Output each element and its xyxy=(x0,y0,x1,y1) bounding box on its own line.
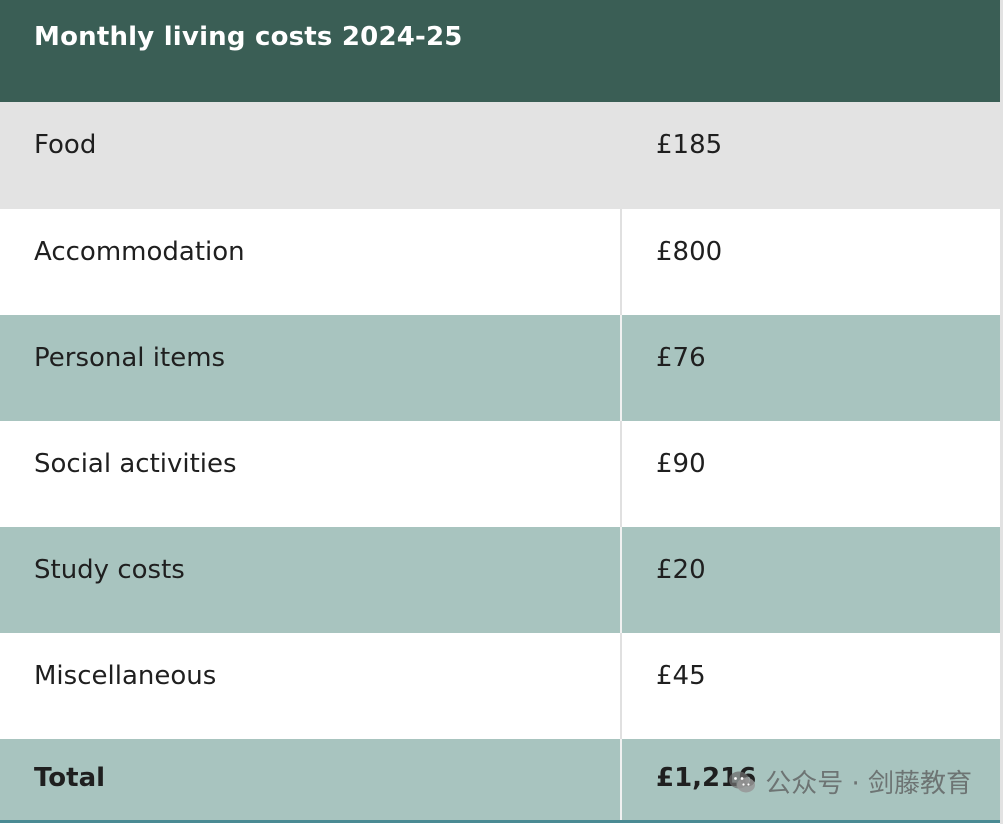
row-label: Study costs xyxy=(34,555,185,585)
watermark-text: 公众号 · 剑藤教育 xyxy=(765,769,972,799)
row-label: Social activities xyxy=(34,449,237,479)
total-row: Total £1,216 xyxy=(0,739,1000,823)
row-label: Food xyxy=(34,130,97,160)
table-row: Miscellaneous £45 xyxy=(0,633,1000,739)
table-row: Food £185 xyxy=(0,102,1000,209)
table-row: Personal items £76 xyxy=(0,315,1000,421)
row-value: £45 xyxy=(620,633,1000,739)
row-label: Accommodation xyxy=(34,237,245,267)
table-row: Accommodation £800 xyxy=(0,209,1000,315)
total-label: Total xyxy=(34,763,106,793)
table-title: Monthly living costs 2024-25 xyxy=(34,22,463,52)
table-header: Monthly living costs 2024-25 xyxy=(0,0,1000,102)
row-label: Personal items xyxy=(34,343,226,373)
wechat-icon xyxy=(729,771,756,792)
row-value: £90 xyxy=(620,421,1000,527)
row-value: £76 xyxy=(620,315,1000,421)
watermark: 公众号 · 剑藤教育 xyxy=(727,763,972,800)
table-row: Study costs £20 xyxy=(0,527,1000,633)
row-label: Miscellaneous xyxy=(34,661,217,691)
row-value: £185 xyxy=(656,130,723,160)
row-value: £20 xyxy=(620,527,1000,633)
row-value: £800 xyxy=(620,209,1000,315)
table-row: Social activities £90 xyxy=(0,421,1000,527)
